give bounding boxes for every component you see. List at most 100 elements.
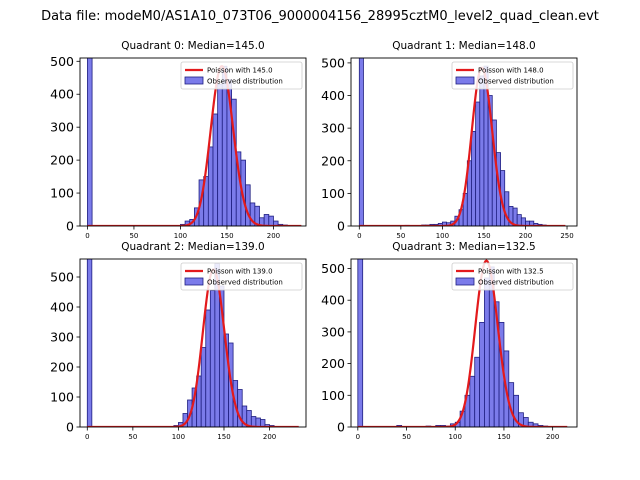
- subplot-grid: Quadrant 0: Median=145.0 0 50 100 150 200 0 100…: [50, 40, 578, 441]
- y-tick-label: 100: [50, 186, 74, 201]
- histogram-bar: [217, 83, 223, 226]
- legend-poisson-label: Poisson with 148.0: [478, 67, 544, 75]
- y-tick-label: 0: [337, 219, 345, 234]
- y-tick-label: 400: [321, 293, 345, 308]
- figure-suptitle: Data file: modeM0/AS1A10_073T06_90000041…: [41, 9, 599, 24]
- legend-observed-label: Observed distribution: [478, 78, 554, 86]
- quadrant-3-title: Quadrant 3: Median=132.5: [392, 241, 535, 253]
- quadrant-0-title: Quadrant 0: Median=145.0: [121, 40, 264, 52]
- y-tick-label: 0: [66, 420, 74, 435]
- legend-box: [180, 262, 303, 291]
- y-tick-label: 400: [50, 87, 74, 102]
- histogram-bar: [260, 419, 266, 427]
- legend-poisson-label: Poisson with 132.5: [478, 268, 544, 276]
- y-tick-label: 200: [321, 153, 345, 168]
- x-tick-label: 200: [546, 433, 559, 441]
- legend-observed-swatch: [455, 76, 475, 85]
- x-tick-label: 200: [267, 232, 280, 240]
- quadrant-2-title: Quadrant 2: Median=139.0: [121, 241, 264, 253]
- histogram-bar: [516, 214, 522, 226]
- histogram-bar: [475, 101, 481, 226]
- y-tick-label: 100: [321, 388, 345, 403]
- y-tick-label: 400: [321, 88, 345, 103]
- quadrant-3-subplot: Quadrant 3: Median=132.5 0 50 100 150 200 0 100…: [321, 241, 578, 441]
- histogram-bar: [479, 75, 485, 226]
- x-tick-label: 150: [220, 232, 233, 240]
- histogram-bar: [358, 58, 364, 226]
- x-tick-label: 50: [402, 433, 411, 441]
- x-tick-label: 150: [497, 433, 510, 441]
- quadrant-0-subplot: Quadrant 0: Median=145.0 0 50 100 150 200 0 100…: [50, 40, 307, 240]
- histogram-bar: [209, 290, 216, 427]
- y-tick-label: 400: [50, 300, 74, 315]
- x-tick-label: 100: [449, 433, 462, 441]
- legend-box: [451, 262, 574, 291]
- histogram-bar: [263, 214, 270, 226]
- histogram-bar: [268, 215, 274, 226]
- histogram-bar: [471, 130, 477, 226]
- legend-observed-swatch: [184, 76, 204, 85]
- quadrant-1-legend: Poisson with 148.0 Observed distribution: [451, 61, 574, 90]
- quadrant-0-axes-frame: [79, 57, 307, 227]
- x-tick-label: 0: [357, 232, 361, 240]
- poisson-curve: [87, 268, 299, 427]
- histogram-bar: [205, 309, 211, 427]
- histogram-bar: [212, 113, 219, 226]
- quadrant-0-legend: Poisson with 145.0 Observed distribution: [180, 61, 303, 90]
- quadrant-0-bars: [87, 58, 288, 226]
- quadrant-2-bars: [86, 259, 275, 427]
- quadrant-2-axes-frame: [79, 258, 307, 428]
- histogram-bar: [484, 277, 490, 427]
- x-tick-label: 150: [217, 433, 230, 441]
- quadrant-2-legend: Poisson with 139.0 Observed distribution: [180, 262, 303, 291]
- x-tick-label: 100: [436, 232, 449, 240]
- x-tick-label: 0: [85, 433, 89, 441]
- y-tick-label: 500: [321, 55, 345, 70]
- legend-box: [180, 61, 303, 90]
- legend-poisson-label: Poisson with 145.0: [207, 67, 273, 75]
- y-tick-label: 300: [50, 330, 74, 345]
- y-tick-label: 200: [50, 360, 74, 375]
- histogram-bar: [86, 259, 93, 427]
- y-tick-label: 200: [50, 153, 74, 168]
- y-tick-label: 300: [321, 121, 345, 136]
- quadrant-1-axes-frame: [350, 57, 578, 227]
- legend-observed-swatch: [455, 277, 475, 286]
- x-tick-label: 100: [174, 232, 187, 240]
- legend-observed-swatch: [184, 277, 204, 286]
- histogram-bar: [250, 416, 257, 427]
- x-tick-label: 0: [85, 232, 89, 240]
- quadrant-2-subplot: Quadrant 2: Median=139.0 0 50 100 150 200 0 100…: [50, 241, 307, 441]
- x-tick-label: 250: [560, 232, 573, 240]
- x-tick-label: 200: [263, 433, 276, 441]
- y-tick-label: 500: [321, 261, 345, 276]
- y-tick-label: 500: [50, 270, 74, 285]
- quadrant-3-legend: Poisson with 132.5 Observed distribution: [451, 262, 574, 291]
- quadrant-1-title: Quadrant 1: Median=148.0: [392, 40, 535, 52]
- histogram-bar: [474, 356, 480, 427]
- x-tick-label: 150: [477, 232, 490, 240]
- histogram-bar: [357, 259, 364, 427]
- y-tick-label: 500: [50, 54, 74, 69]
- legend-observed-label: Observed distribution: [207, 78, 283, 86]
- legend-observed-label: Observed distribution: [207, 279, 283, 287]
- y-tick-label: 200: [321, 356, 345, 371]
- y-tick-label: 300: [321, 324, 345, 339]
- quadrant-1-subplot: Quadrant 1: Median=148.0 0 50 100 150 200 250 0…: [321, 40, 578, 240]
- y-tick-label: 100: [50, 390, 74, 405]
- histogram-bar: [87, 58, 93, 226]
- histogram-bar: [469, 375, 476, 427]
- histogram-bar: [255, 417, 261, 427]
- histogram-bar: [200, 347, 207, 427]
- legend-poisson-label: Poisson with 139.0: [207, 268, 273, 276]
- y-tick-label: 300: [50, 120, 74, 135]
- y-tick-label: 0: [66, 219, 74, 234]
- histogram-bar: [479, 321, 485, 427]
- quadrant-3-axes-frame: [350, 258, 578, 428]
- legend-observed-label: Observed distribution: [478, 279, 554, 287]
- y-tick-label: 0: [337, 420, 345, 435]
- x-tick-label: 100: [172, 433, 185, 441]
- x-tick-label: 50: [128, 433, 137, 441]
- quadrant-1-bars: [358, 58, 547, 226]
